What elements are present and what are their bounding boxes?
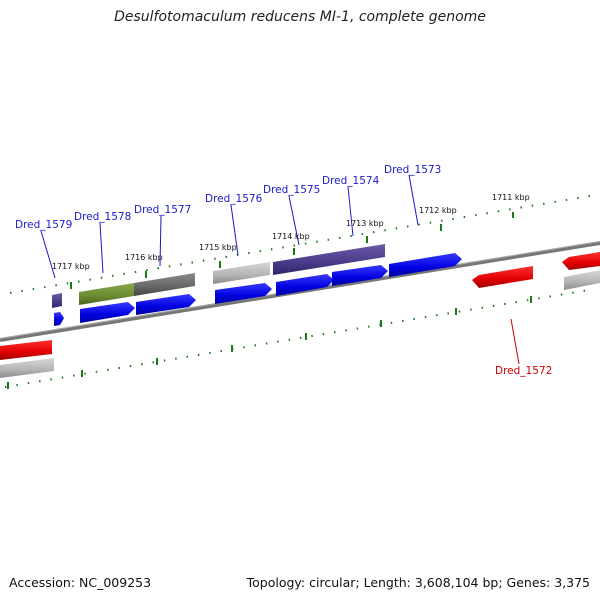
- label-leaders: [40, 174, 419, 279]
- gene-arrow-1576[interactable]: [215, 283, 272, 304]
- gene-arrow-1577[interactable]: [136, 294, 196, 315]
- gene-arrow-left-edge[interactable]: [0, 340, 52, 360]
- kbp-label-1716: 1716 kbp: [125, 253, 163, 262]
- gene-label-1574[interactable]: Dred_1574: [322, 175, 380, 187]
- feature-block-1576: [213, 262, 270, 284]
- kbp-label-1717: 1717 kbp: [52, 262, 90, 271]
- feature-block-1579: [52, 293, 62, 308]
- kbp-label-1713: 1713 kbp: [346, 219, 384, 228]
- feature-block-left-edge: [0, 358, 54, 378]
- feature-block-1577: [134, 273, 195, 296]
- gene-label-1579[interactable]: Dred_1579: [15, 219, 72, 231]
- kbp-label-1711: 1711 kbp: [492, 193, 530, 202]
- gene-label-1575[interactable]: Dred_1575: [263, 184, 320, 196]
- topology-label: Topology: circular; Length: 3,608,104 bp…: [246, 575, 590, 590]
- feature-block-1575: [273, 244, 385, 275]
- gene-label-1576[interactable]: Dred_1576: [205, 193, 263, 205]
- feature-block-1578: [79, 283, 134, 305]
- gene-label-1573[interactable]: Dred_1573: [384, 164, 441, 176]
- lower-ruler: [4, 288, 596, 388]
- gene-arrow-1579[interactable]: [54, 312, 64, 326]
- gene-arrow-1574[interactable]: [332, 265, 388, 286]
- accession-label: Accession: NC_009253: [9, 575, 152, 590]
- kbp-label-1712: 1712 kbp: [419, 206, 457, 215]
- kbp-label-1715: 1715 kbp: [199, 243, 237, 252]
- gene-arrow-right-edge[interactable]: [562, 252, 600, 270]
- upper-ruler-ticks: [70, 212, 514, 289]
- gene-label-1578[interactable]: Dred_1578: [74, 211, 131, 223]
- gene-arrow-1572[interactable]: [472, 266, 533, 288]
- lower-ruler-ticks: [7, 296, 532, 389]
- feature-block-right-edge: [564, 270, 600, 290]
- genome-title: Desulfotomaculum reducens MI-1, complete…: [114, 9, 486, 25]
- gene-label-1572[interactable]: Dred_1572: [495, 365, 552, 377]
- label-leader-1572: [510, 318, 520, 365]
- gene-arrow-1573[interactable]: [389, 253, 462, 277]
- gene-label-1577[interactable]: Dred_1577: [134, 204, 191, 216]
- kbp-label-1714: 1714 kbp: [272, 232, 310, 241]
- gene-arrow-1575a[interactable]: [276, 274, 334, 296]
- gene-arrow-1578[interactable]: [80, 302, 135, 323]
